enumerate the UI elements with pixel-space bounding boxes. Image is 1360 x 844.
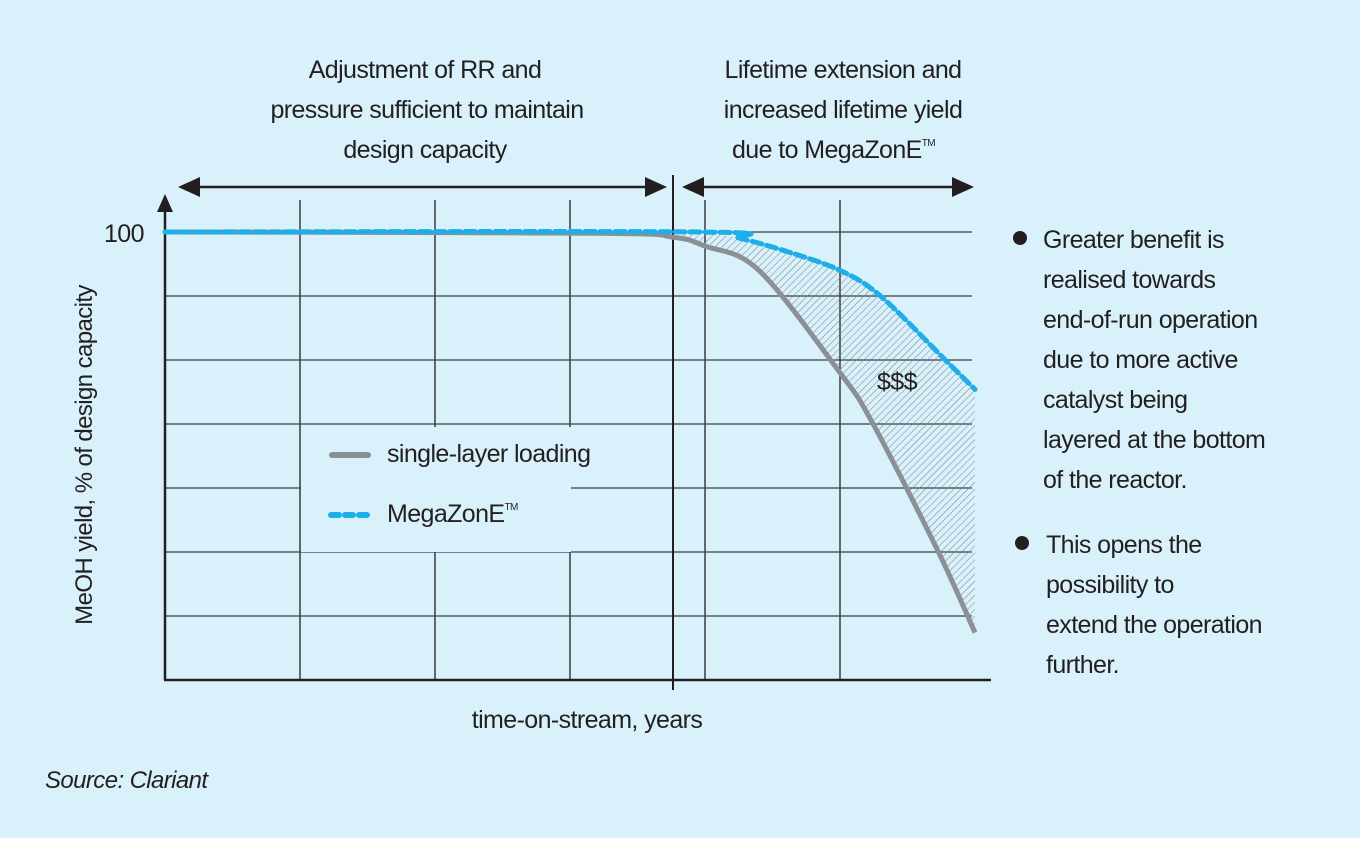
note-bullet-1: Greater benefit is realised towards end-of…	[1043, 226, 1266, 494]
y-axis-arrow-icon	[157, 194, 173, 212]
right-phase-line: increased lifetime yield	[724, 96, 963, 124]
source-note: Source: Clariant	[45, 767, 209, 794]
note-line: Greater benefit is	[1043, 226, 1224, 254]
note-line: catalyst being	[1043, 386, 1187, 414]
left-phase-line: pressure sufficient to maintain	[270, 96, 583, 124]
legend-box	[301, 427, 571, 552]
right-phase-line: due to MegaZonETM	[732, 136, 935, 164]
benefit-area	[672, 232, 975, 633]
note-line: realised towards	[1043, 266, 1216, 294]
note-line: This opens the	[1046, 531, 1202, 559]
left-phase-arrow	[178, 177, 667, 197]
series-megazone-line	[162, 229, 978, 392]
note-line: possibility to	[1046, 571, 1174, 599]
note-line: of the reactor.	[1043, 466, 1187, 494]
right-phase-line: Lifetime extension and	[725, 56, 962, 84]
note-line: end-of-run operation	[1043, 306, 1258, 334]
right-phase-arrow	[682, 177, 974, 197]
legend-single-layer-label: single-layer loading	[387, 440, 590, 468]
note-bullet-2: This opens the possibility to extend the o…	[1046, 531, 1263, 679]
note-line: layered at the bottom	[1043, 426, 1265, 454]
note-line: extend the operation	[1046, 611, 1262, 639]
note-line: due to more active	[1043, 346, 1238, 374]
bullet-icon	[1015, 536, 1029, 550]
y-axis-label: MeOH yield, % of design capacity	[71, 285, 98, 625]
left-phase-line: Adjustment of RR and	[309, 56, 542, 84]
note-line: further.	[1046, 651, 1119, 679]
bullet-icon	[1013, 231, 1027, 245]
x-axis-label: time-on-stream, years	[472, 706, 703, 734]
gridlines	[165, 200, 972, 680]
left-phase-line: design capacity	[343, 136, 507, 164]
legend-megazone-label: MegaZonETM	[387, 500, 518, 528]
y-tick-label: 100	[104, 220, 144, 248]
area-label: $$$	[877, 368, 918, 396]
